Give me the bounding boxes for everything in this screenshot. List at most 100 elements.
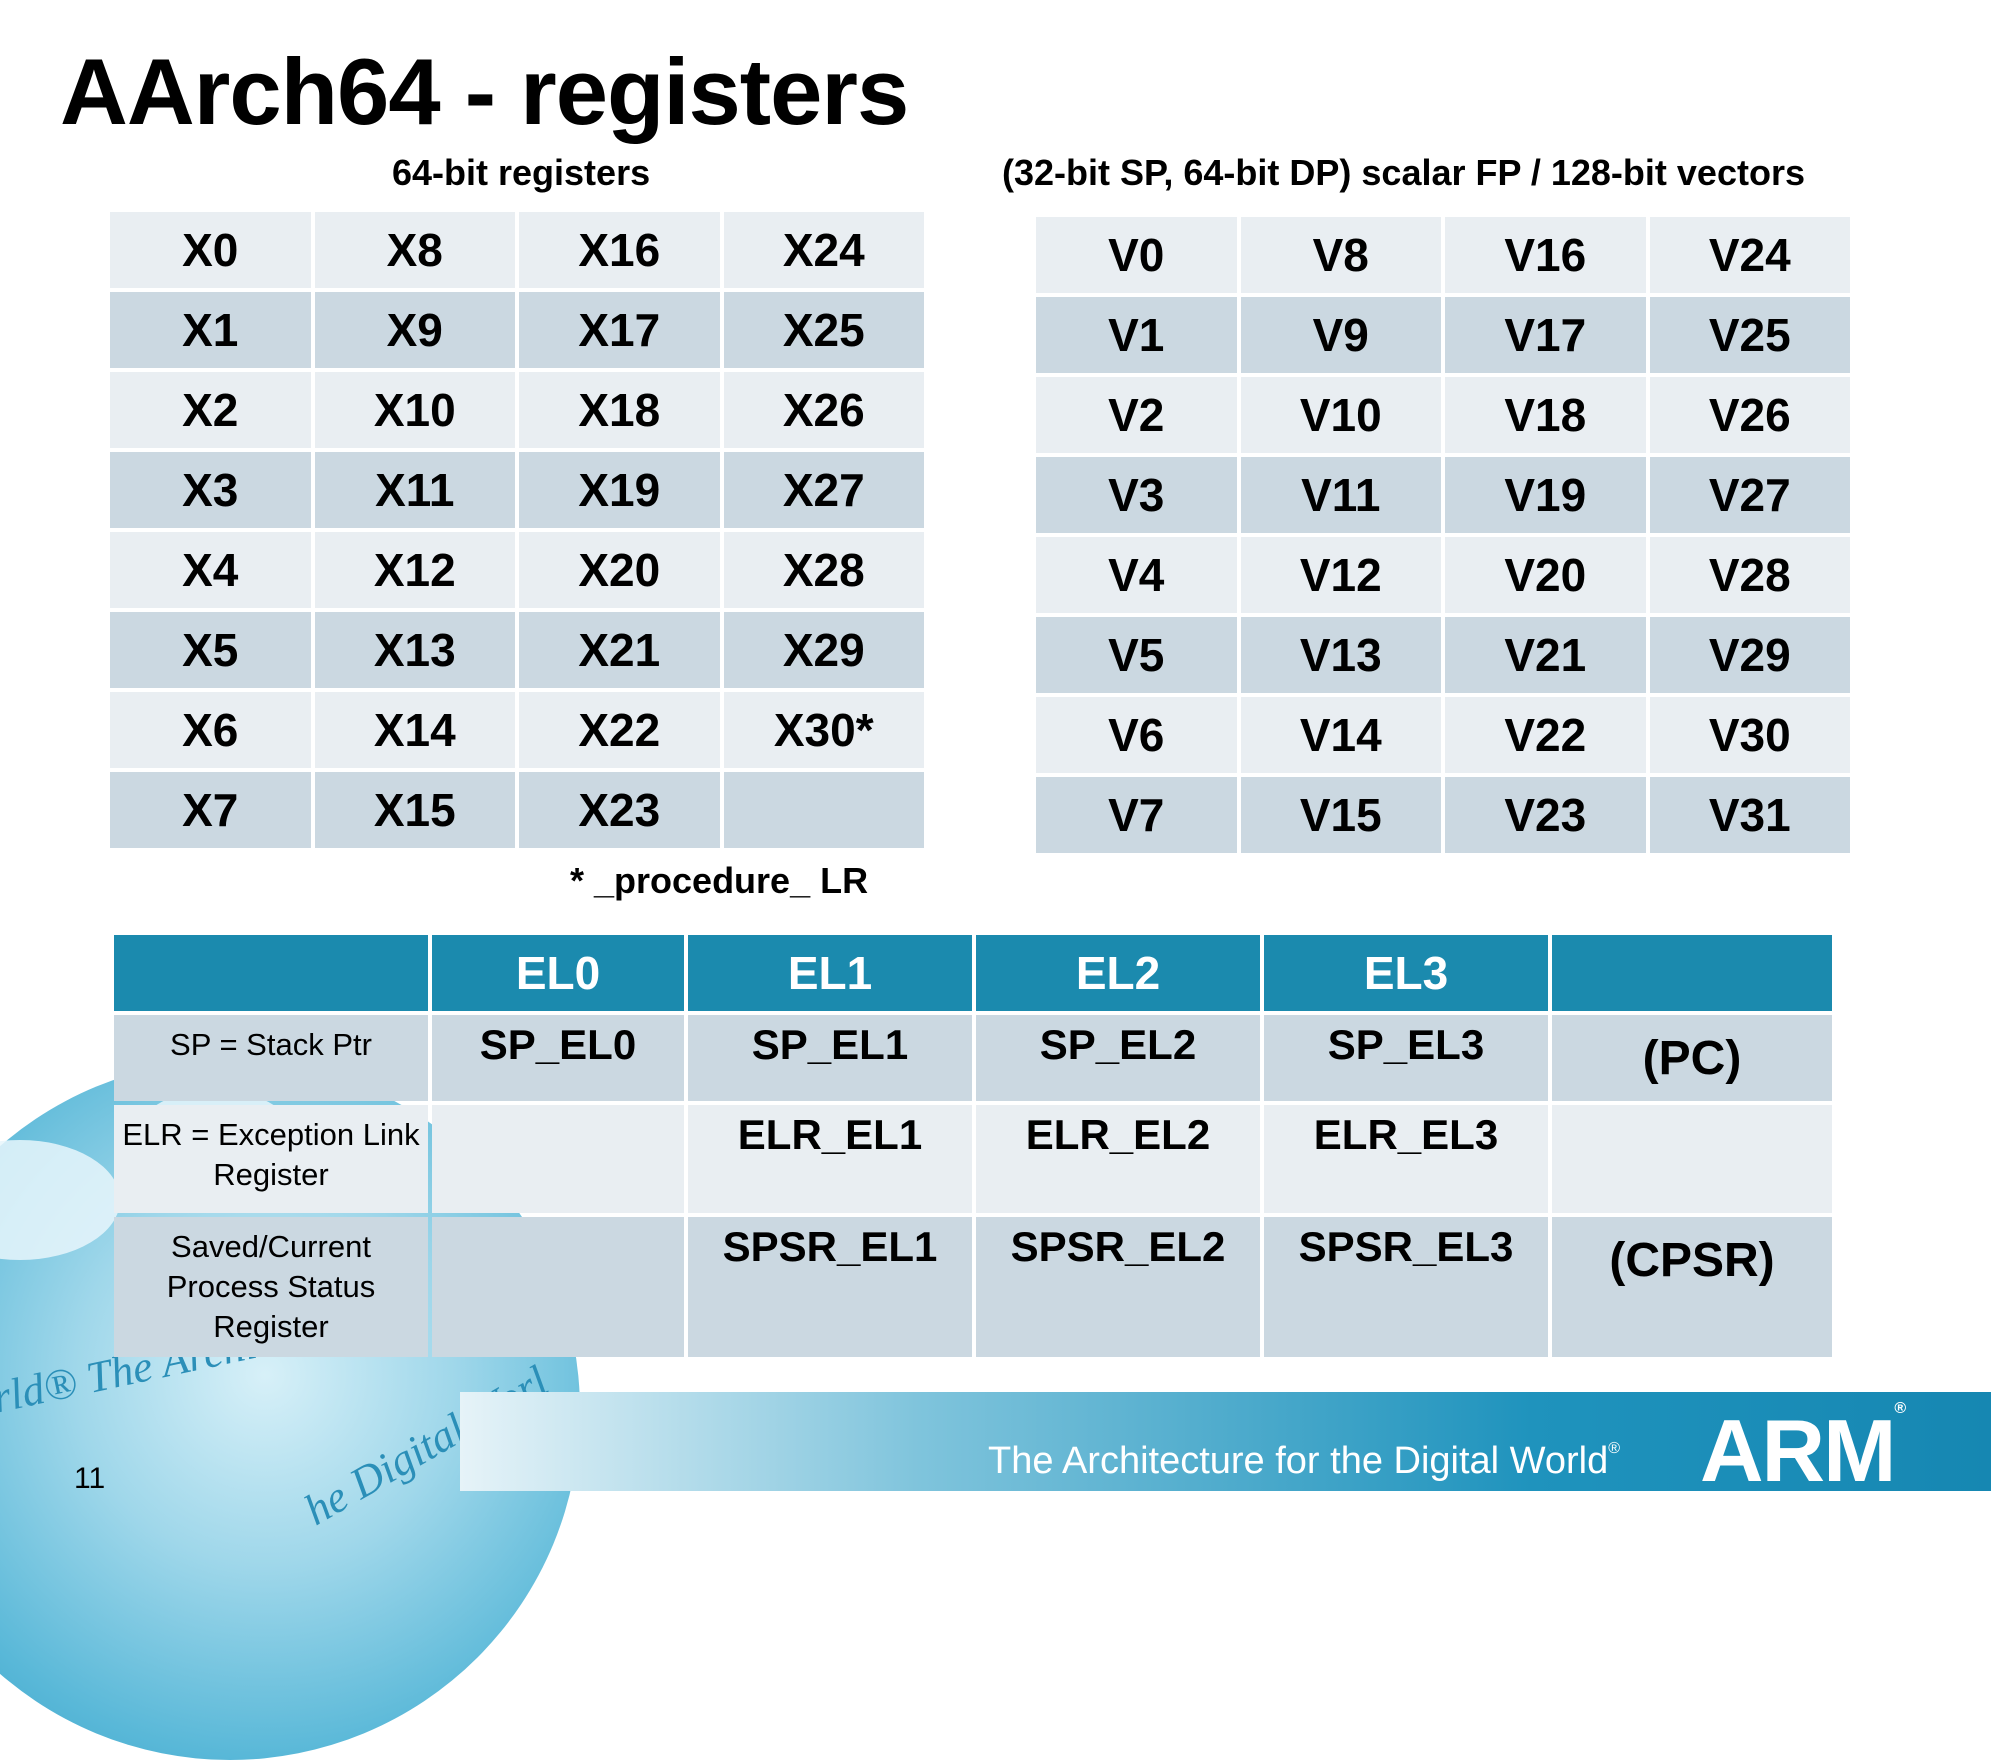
page-title: AArch64 - registers (60, 39, 909, 144)
arm-logo: ARM® (1700, 1400, 1906, 1502)
tagline-text: The Architecture for the Digital World (988, 1440, 1609, 1482)
register-cell: X16 (519, 212, 720, 288)
register-cell: V27 (1649, 457, 1850, 533)
register-cell: X21 (519, 612, 720, 688)
v-register-table: V0 V8 V16 V24 V1 V9 V17 V25 V2 V10 V18 V… (1032, 213, 1854, 857)
register-cell: X25 (723, 292, 924, 368)
table-row: X4 X12 X20 X28 (110, 532, 924, 608)
register-cell: V25 (1649, 297, 1850, 373)
table-row: V6 V14 V22 V30 (1036, 697, 1850, 773)
table-row: X3 X11 X19 X27 (110, 452, 924, 528)
registered-mark: ® (1894, 1400, 1906, 1417)
row-label: Saved/Current Process Status Register (114, 1217, 428, 1357)
register-cell: X3 (110, 452, 311, 528)
column-header: EL0 (432, 935, 684, 1011)
column-header: EL2 (976, 935, 1260, 1011)
logo-text: ARM (1700, 1401, 1896, 1500)
register-cell: V5 (1036, 617, 1237, 693)
register-cell: X20 (519, 532, 720, 608)
registered-mark: ® (1608, 1440, 1621, 1457)
register-cell: V28 (1649, 537, 1850, 613)
lr-footnote: * _procedure_ LR (570, 860, 869, 901)
register-cell: ELR_EL3 (1264, 1105, 1548, 1213)
register-cell: X8 (314, 212, 515, 288)
v-registers-caption: (32-bit SP, 64-bit DP) scalar FP / 128-b… (1002, 152, 1805, 193)
table-row: X7 X15 X23 (110, 772, 924, 848)
x-register-table: X0 X8 X16 X24 X1 X9 X17 X25 X2 X10 X18 X… (106, 208, 928, 852)
footer-tagline: The Architecture for the Digital World® (988, 1440, 1620, 1483)
register-cell: ELR_EL2 (976, 1105, 1260, 1213)
row-label: ELR = Exception Link Register (114, 1105, 428, 1213)
register-cell: V23 (1445, 777, 1646, 853)
register-cell: X5 (110, 612, 311, 688)
footer-band (460, 1392, 1991, 1491)
register-cell: X30* (723, 692, 924, 768)
register-cell: SP_EL3 (1264, 1015, 1548, 1101)
register-cell: V4 (1036, 537, 1237, 613)
register-cell: X14 (314, 692, 515, 768)
table-row: V1 V9 V17 V25 (1036, 297, 1850, 373)
table-row: V3 V11 V19 V27 (1036, 457, 1850, 533)
register-cell: V8 (1240, 217, 1441, 293)
table-row: X2 X10 X18 X26 (110, 372, 924, 448)
register-cell: SP_EL1 (688, 1015, 972, 1101)
table-row: V7 V15 V23 V31 (1036, 777, 1850, 853)
register-cell: V12 (1240, 537, 1441, 613)
x-registers-caption: 64-bit registers (392, 152, 651, 193)
register-cell: X2 (110, 372, 311, 448)
table-row: ELR = Exception Link Register ELR_EL1 EL… (114, 1105, 1832, 1213)
register-cell: X23 (519, 772, 720, 848)
column-header (1552, 935, 1832, 1011)
table-row: V5 V13 V21 V29 (1036, 617, 1850, 693)
register-cell: SP_EL2 (976, 1015, 1260, 1101)
exception-level-table: EL0 EL1 EL2 EL3 SP = Stack Ptr SP_EL0 SP… (110, 931, 1836, 1361)
register-cell: X18 (519, 372, 720, 448)
table-row: V4 V12 V20 V28 (1036, 537, 1850, 613)
column-header: EL1 (688, 935, 972, 1011)
register-cell: V10 (1240, 377, 1441, 453)
register-cell: V13 (1240, 617, 1441, 693)
register-cell: V19 (1445, 457, 1646, 533)
register-cell: V17 (1445, 297, 1646, 373)
register-cell (723, 772, 924, 848)
register-cell: X26 (723, 372, 924, 448)
row-label: SP = Stack Ptr (114, 1015, 428, 1101)
table-row: V0 V8 V16 V24 (1036, 217, 1850, 293)
table-row: SP = Stack Ptr SP_EL0 SP_EL1 SP_EL2 SP_E… (114, 1015, 1832, 1101)
register-cell: V2 (1036, 377, 1237, 453)
table-row: X1 X9 X17 X25 (110, 292, 924, 368)
register-cell: V3 (1036, 457, 1237, 533)
register-cell (432, 1105, 684, 1213)
register-cell: V20 (1445, 537, 1646, 613)
globe-landmass (0, 1140, 120, 1260)
register-cell: V16 (1445, 217, 1646, 293)
page-number: 11 (74, 1462, 106, 1495)
register-cell: X19 (519, 452, 720, 528)
register-cell: X22 (519, 692, 720, 768)
header-row: EL0 EL1 EL2 EL3 (114, 935, 1832, 1011)
register-cell: SP_EL0 (432, 1015, 684, 1101)
register-cell: V29 (1649, 617, 1850, 693)
register-cell: V11 (1240, 457, 1441, 533)
register-cell: (PC) (1552, 1015, 1832, 1101)
register-cell: SPSR_EL3 (1264, 1217, 1548, 1357)
register-cell: (CPSR) (1552, 1217, 1832, 1357)
register-cell: X17 (519, 292, 720, 368)
register-cell: X28 (723, 532, 924, 608)
register-cell: V6 (1036, 697, 1237, 773)
register-cell: X7 (110, 772, 311, 848)
register-cell: X29 (723, 612, 924, 688)
register-cell: V9 (1240, 297, 1441, 373)
register-cell: V31 (1649, 777, 1850, 853)
register-cell: V14 (1240, 697, 1441, 773)
register-cell: X24 (723, 212, 924, 288)
register-cell: V30 (1649, 697, 1850, 773)
register-cell: X1 (110, 292, 311, 368)
table-row: V2 V10 V18 V26 (1036, 377, 1850, 453)
table-row: X5 X13 X21 X29 (110, 612, 924, 688)
register-cell: V18 (1445, 377, 1646, 453)
register-cell: X4 (110, 532, 311, 608)
register-cell: ELR_EL1 (688, 1105, 972, 1213)
register-cell: X6 (110, 692, 311, 768)
register-cell: V1 (1036, 297, 1237, 373)
